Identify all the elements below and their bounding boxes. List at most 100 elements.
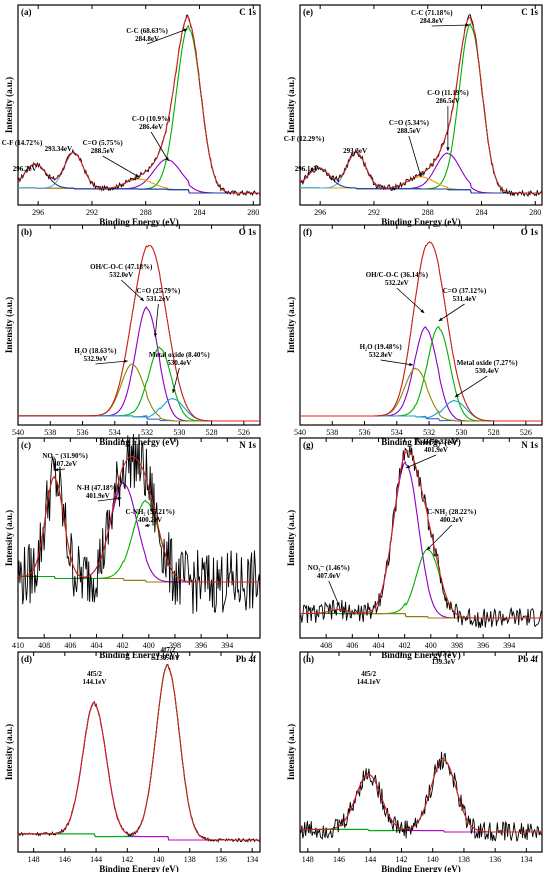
peak-annotation: C-O (10.9%)	[132, 115, 171, 123]
x-tick-label: 538	[44, 428, 56, 437]
fit-component-curve	[300, 400, 542, 422]
x-tick-label: 136	[215, 855, 227, 864]
x-tick-label: 134	[520, 855, 532, 864]
x-tick-label: 526	[520, 428, 532, 437]
x-tick-label: 134	[246, 855, 258, 864]
peak-annotation: C-C (68.63%)	[126, 27, 168, 35]
x-axis-title: Binding Energy (eV)	[99, 864, 179, 872]
peak-annotation: 4f5/2	[361, 670, 376, 678]
x-tick-label: 408	[38, 641, 50, 650]
x-tick-label: 394	[503, 641, 515, 650]
x-tick-label: 144	[90, 855, 102, 864]
x-tick-label: 148	[302, 855, 314, 864]
peak-annotation: C-NH₂ (28.22%)	[427, 508, 477, 516]
panel-label: (b)	[21, 227, 32, 237]
plot-frame	[299, 437, 543, 639]
y-axis-title: Intensity (a.u.)	[4, 297, 14, 353]
peak-annotation: 293.3eV	[343, 147, 367, 155]
panel-label: (h)	[303, 654, 314, 664]
fit-component-curve	[18, 363, 260, 422]
peak-annotation: 4f5/2	[87, 670, 102, 678]
annotation-arrow	[426, 524, 453, 551]
envelope-fit-curve	[18, 663, 260, 841]
annotation-arrowhead	[153, 333, 158, 337]
x-tick-label: 400	[143, 641, 155, 650]
x-tick-label: 410	[12, 641, 24, 650]
x-tick-label: 146	[333, 855, 345, 864]
x-tick-label: 394	[221, 641, 233, 650]
x-tick-label: 536	[359, 428, 371, 437]
annotation-arrow	[380, 359, 413, 366]
x-tick-label: 398	[169, 641, 181, 650]
envelope-fit-curve	[300, 758, 542, 833]
annotation-arrowhead	[135, 173, 139, 177]
x-axis-title: Binding Energy (eV)	[381, 437, 461, 447]
annotation-arrow	[405, 454, 437, 469]
peak-annotation: C=O (5.34%)	[389, 119, 430, 127]
envelope-fit-curve	[299, 16, 542, 194]
annotation-arrowhead	[54, 467, 59, 472]
annotation-arrowhead	[418, 173, 422, 177]
peak-annotation: OH/C-O-C (47.18%)	[90, 263, 153, 271]
x-tick-label: 404	[90, 641, 102, 650]
x-tick-label: 292	[86, 208, 98, 217]
peak-annotation: Metal oxide (8.40%)	[149, 351, 211, 359]
y-axis-title: Intensity (a.u.)	[286, 77, 296, 133]
x-tick-label: 288	[140, 208, 152, 217]
raw-data-curve	[17, 663, 261, 843]
peak-annotation: 144.1eV	[357, 678, 381, 686]
envelope-fit-curve	[17, 16, 260, 194]
peak-annotation: 288.5eV	[91, 147, 115, 155]
envelope-fit-curve	[18, 244, 260, 422]
peak-annotation: 296.1eV	[295, 165, 319, 173]
peak-annotation: 284.8eV	[420, 17, 444, 25]
raw-data-curve	[299, 445, 543, 628]
annotation-arrowhead	[117, 496, 122, 501]
core-level-label: O 1s	[239, 227, 257, 237]
x-tick-label: 148	[28, 855, 40, 864]
x-tick-label: 140	[153, 855, 165, 864]
peak-annotation: 531.2eV	[146, 295, 170, 303]
x-tick-label: 402	[399, 641, 411, 650]
x-tick-label: 536	[77, 428, 89, 437]
annotation-arrowhead	[426, 546, 431, 550]
plot-frame	[299, 651, 543, 853]
x-tick-label: 534	[391, 428, 403, 437]
annotation-arrow	[431, 24, 470, 27]
annotation-arrow	[172, 367, 180, 394]
peak-annotation: C-NH₂ (35.21%)	[126, 508, 176, 516]
x-tick-label: 284	[194, 208, 206, 217]
x-tick-label: 296	[314, 208, 326, 217]
annotation-arrow	[396, 287, 425, 314]
peak-annotation: 296.2eV	[13, 165, 37, 173]
peak-annotation: 532.8eV	[369, 351, 393, 359]
raw-data-curve	[300, 241, 542, 422]
peak-annotation: 532.9eV	[83, 355, 107, 363]
core-level-label: C 1s	[521, 7, 538, 17]
x-tick-label: 406	[64, 641, 76, 650]
core-level-label: Pb 4f	[236, 654, 257, 664]
x-axis-title: Binding Energy (eV)	[99, 217, 179, 227]
peak-annotation: 4f7/2	[436, 650, 451, 658]
fit-component-curve	[18, 663, 260, 841]
peak-annotation: C=O (5.75%)	[83, 139, 124, 147]
x-tick-label: 406	[346, 641, 358, 650]
raw-data-curve	[17, 433, 261, 614]
annotation-arrowhead	[438, 317, 443, 321]
peak-annotation: 532.0eV	[109, 271, 133, 279]
panel-c: 410 408 406 404 402 400 398 396 394 Binding Energ…	[4, 433, 261, 660]
peak-annotation: 4f7/2	[160, 646, 175, 654]
envelope-fit-curve	[300, 450, 542, 619]
x-tick-label: 280	[529, 208, 541, 217]
panel-h: 148 146 144 142 140 138 136 134 Binding Energy (…	[286, 650, 543, 872]
core-level-label: C 1s	[239, 7, 256, 17]
peak-annotation: C-F (12.29%)	[284, 135, 325, 143]
fit-component-curve	[17, 163, 260, 194]
envelope-fit-curve	[300, 241, 542, 422]
fit-component-curve	[300, 757, 542, 833]
annotation-arrowhead	[420, 309, 425, 313]
peak-annotation: 286.4eV	[139, 123, 163, 131]
peak-annotation: C-C (71.18%)	[411, 9, 453, 17]
fit-component-curve	[18, 151, 260, 194]
x-tick-label: 530	[173, 428, 185, 437]
